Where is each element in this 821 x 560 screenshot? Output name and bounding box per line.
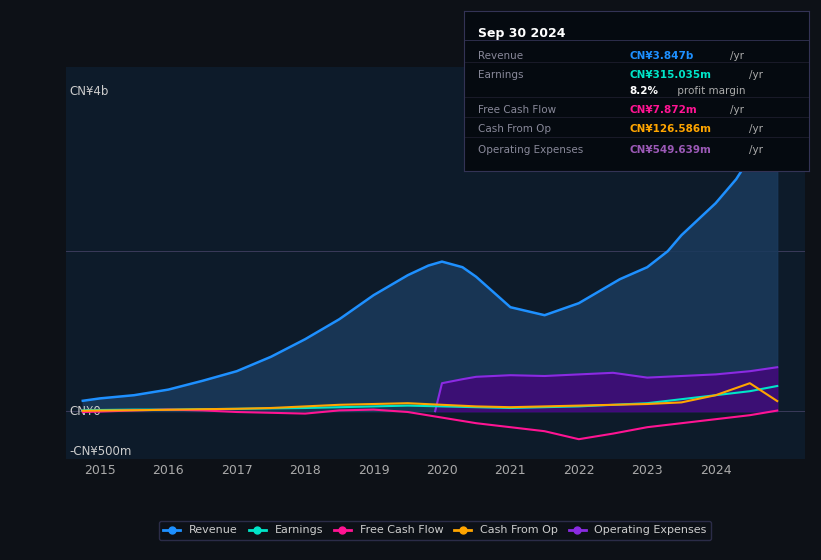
Text: CN¥3.847b: CN¥3.847b (630, 51, 694, 61)
Text: CN¥7.872m: CN¥7.872m (630, 105, 697, 115)
Legend: Revenue, Earnings, Free Cash Flow, Cash From Op, Operating Expenses: Revenue, Earnings, Free Cash Flow, Cash … (159, 521, 711, 540)
Text: /yr: /yr (750, 124, 764, 134)
Text: /yr: /yr (730, 105, 744, 115)
Text: Earnings: Earnings (478, 70, 523, 80)
Text: Revenue: Revenue (478, 51, 523, 61)
Text: /yr: /yr (730, 51, 744, 61)
Text: /yr: /yr (750, 70, 764, 80)
Text: profit margin: profit margin (674, 86, 745, 96)
Text: CN¥549.639m: CN¥549.639m (630, 145, 711, 155)
Text: 8.2%: 8.2% (630, 86, 658, 96)
Text: Operating Expenses: Operating Expenses (478, 145, 583, 155)
Text: Free Cash Flow: Free Cash Flow (478, 105, 556, 115)
Text: CN¥126.586m: CN¥126.586m (630, 124, 711, 134)
Text: CN¥0: CN¥0 (69, 405, 101, 418)
Text: -CN¥500m: -CN¥500m (69, 445, 131, 458)
Text: CN¥315.035m: CN¥315.035m (630, 70, 711, 80)
Text: Cash From Op: Cash From Op (478, 124, 551, 134)
Text: /yr: /yr (750, 145, 764, 155)
Text: Sep 30 2024: Sep 30 2024 (478, 27, 565, 40)
Text: CN¥4b: CN¥4b (69, 85, 108, 97)
